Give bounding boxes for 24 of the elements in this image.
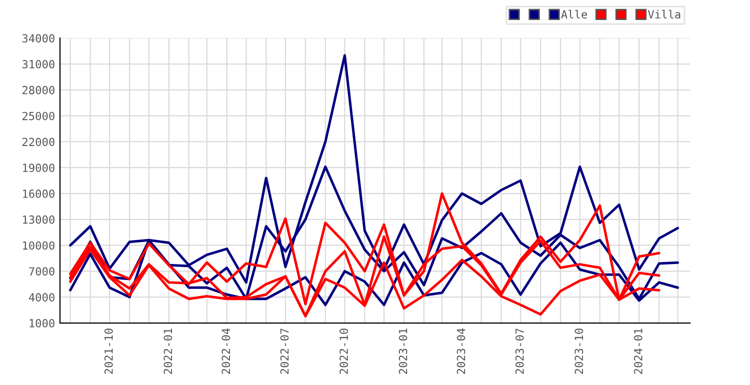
y-tick-label: 34000: [22, 34, 54, 43]
x-tick-label: 2023-10: [574, 328, 584, 374]
x-tick-label: 2022-01: [164, 328, 172, 374]
x-tick-label: 2023-07: [515, 328, 524, 374]
y-tick-label: 13000: [23, 215, 54, 224]
x-tick-label: 2023-01: [398, 328, 408, 374]
y-tick-label: 19000: [23, 164, 54, 172]
x-tick-label: 2021-10: [104, 328, 113, 374]
x-tick-label: 2024-01: [634, 328, 642, 374]
y-tick-label: 16000: [23, 190, 54, 198]
y-tick-label: 22000: [22, 138, 54, 146]
y-tick-label: 10000: [23, 241, 54, 250]
y-tick-label: 1000: [30, 319, 54, 328]
y-tick-label: 31000: [22, 60, 54, 68]
y-tick-label: 25000: [22, 112, 54, 120]
y-tick-label: 4000: [28, 293, 54, 302]
x-tick-label: 2022-10: [340, 328, 348, 374]
x-tick-label: 2023-04: [456, 328, 466, 374]
x-tick-label: 2022-07: [280, 328, 289, 374]
y-tick-label: 7000: [29, 267, 54, 276]
legend-label: Villa: [648, 10, 680, 19]
legend-label: Alle: [561, 10, 588, 19]
y-tick-label: 28000: [22, 86, 54, 94]
x-tick-label: 2022-04: [222, 328, 230, 374]
